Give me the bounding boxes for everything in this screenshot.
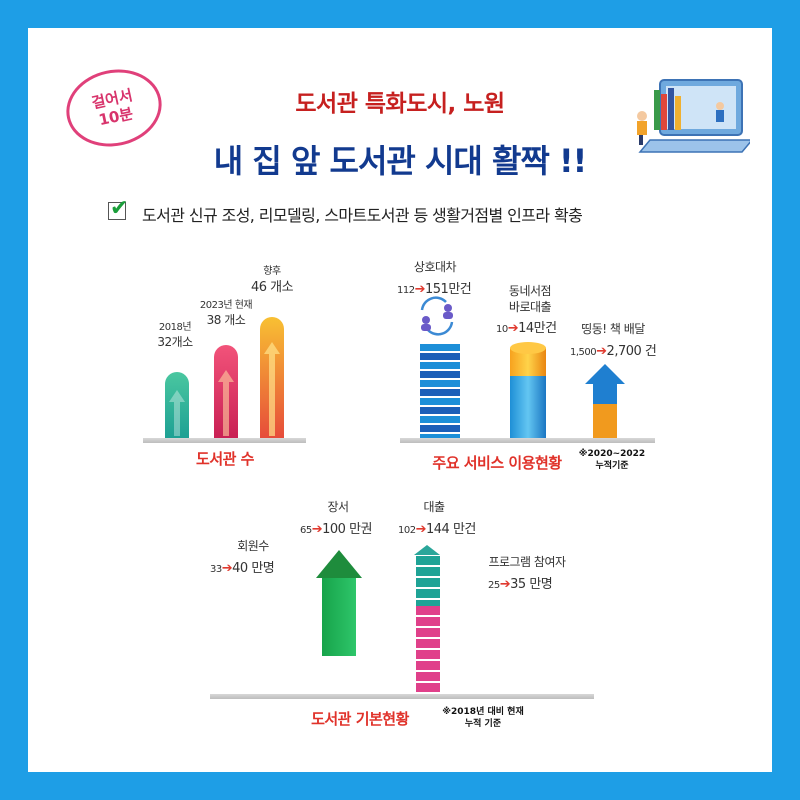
books-from: 65: [300, 525, 312, 536]
books-to: 100 만권: [322, 522, 373, 537]
chart-baseline: [400, 438, 655, 443]
chart-baseline: [210, 694, 594, 699]
service1-title: 상호대차: [413, 260, 457, 274]
arrow-right-icon: ➔: [414, 282, 426, 297]
service2-title-line1: 동네서점: [508, 284, 552, 298]
loans-title: 대출: [423, 500, 445, 514]
laptop-reading-illustration: [637, 79, 750, 153]
service3-from: 1,500: [570, 347, 597, 358]
service1-to: 151만건: [425, 282, 472, 297]
delivery-arrow-bar: [585, 364, 625, 438]
basics-note-line2: 누적 기준: [464, 719, 502, 729]
program-to: 35 만명: [510, 577, 553, 592]
members-from: 33: [210, 564, 222, 575]
program-title: 프로그램 참여자: [488, 555, 566, 569]
bar3-year: 향후: [263, 266, 281, 277]
books-title: 장서: [327, 500, 349, 514]
bar2-year: 2023년 현재: [199, 300, 253, 311]
bar-2018: [165, 372, 189, 440]
arrow-right-icon: ➔: [596, 344, 607, 359]
service2-title-line2: 바로대출: [508, 300, 552, 314]
arrow-right-icon: ➔: [499, 577, 511, 592]
basics-caption: 도서관 기본현황: [311, 710, 409, 728]
arrow-right-icon: ➔: [507, 321, 519, 336]
arrow-up-icon: [169, 390, 185, 436]
stripe-bar-exchange: [420, 344, 460, 438]
bar1-year: 2018년: [158, 322, 192, 333]
service2-to: 14만건: [518, 321, 557, 336]
arrow-right-icon: ➔: [221, 561, 233, 576]
checkmark-icon: ✔: [110, 196, 129, 221]
bar1-value: 32개소: [157, 335, 193, 349]
basics-note-line1: ※2018년 대비 현재: [442, 707, 524, 717]
service3-to: 2,700 건: [606, 344, 657, 359]
checkbox-icon: [108, 202, 126, 220]
service1-from: 112: [397, 285, 415, 296]
services-caption: 주요 서비스 이용현황: [432, 454, 562, 472]
arrow-right-icon: ➔: [311, 522, 323, 537]
exchange-people-icon: [420, 296, 454, 336]
service3-title: 띵동! 책 배달: [581, 322, 645, 336]
page-title-small: 도서관 특화도시, 노원: [295, 91, 505, 117]
members-title: 회원수: [237, 539, 269, 553]
bar2-value: 38 개소: [206, 313, 246, 327]
chart-baseline: [143, 438, 306, 443]
subtitle-text: 도서관 신규 조성, 리모델링, 스마트도서관 등 생활거점별 인프라 확충: [142, 206, 583, 225]
service2-from: 10: [496, 324, 508, 335]
services-note-line2: 누적기준: [595, 461, 629, 471]
loans-arrow-head: [414, 545, 440, 555]
library-count-caption: 도서관 수: [196, 450, 254, 468]
books-arrow-bar: [316, 550, 362, 656]
program-from: 25: [488, 580, 500, 591]
loans-stripe-bottom: [416, 606, 440, 696]
loans-to: 144 만건: [426, 522, 476, 537]
cylinder-bar-bookstore: [510, 342, 546, 438]
services-note-line1: ※2020~2022: [578, 449, 646, 459]
arrow-up-icon: [218, 370, 234, 436]
arrow-right-icon: ➔: [415, 522, 427, 537]
loans-from: 102: [398, 525, 416, 536]
page-title-main: 내 집 앞 도서관 시대 활짝 !!: [213, 142, 587, 180]
arrow-up-icon: [264, 342, 280, 436]
bar3-value: 46 개소: [250, 280, 294, 295]
members-to: 40 만명: [232, 561, 275, 576]
